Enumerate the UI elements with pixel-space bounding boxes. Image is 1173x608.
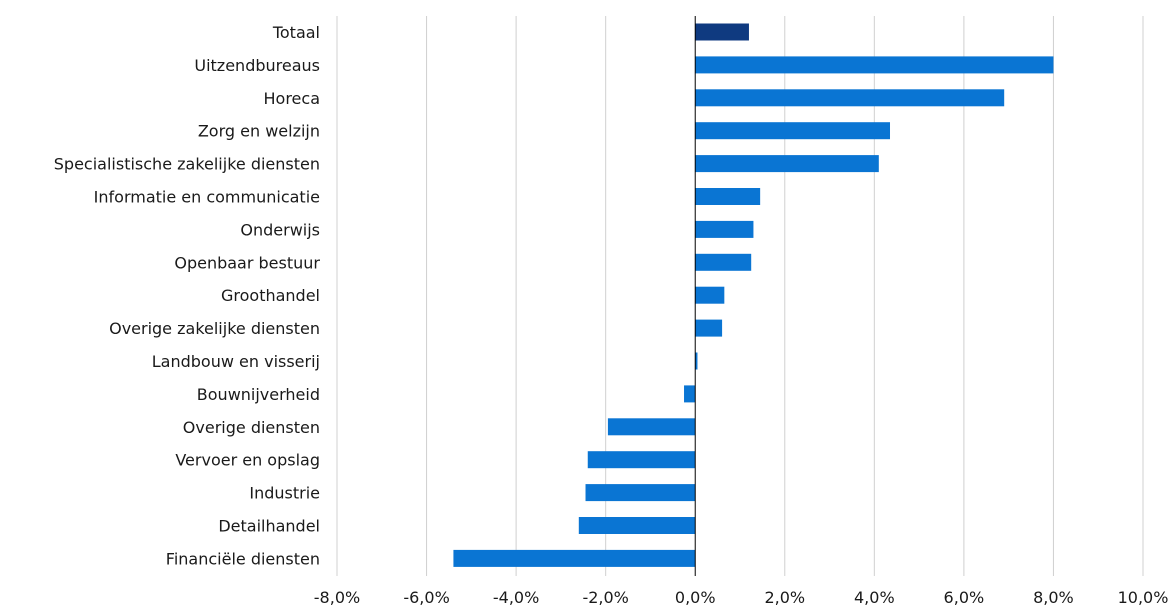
category-label: Overige diensten: [183, 418, 320, 437]
category-label: Bouwnijverheid: [197, 385, 320, 404]
x-axis-tick-labels: -8,0% -6,0% -4,0% -2,0% 0,0% 2,0% 4,0% 6,0% 8,0%…: [314, 588, 1169, 607]
bar: [585, 484, 696, 502]
x-tick-label: 0,0%: [675, 588, 716, 607]
bar: [695, 253, 752, 271]
category-label: Groothandel: [221, 286, 320, 305]
x-tick-label: 4,0%: [854, 588, 895, 607]
category-label: Informatie en communicatie: [94, 188, 320, 207]
bar: [695, 89, 1005, 107]
bar: [578, 517, 696, 534]
x-tick-label: -4,0%: [493, 588, 539, 607]
category-label: Landbouw en visserij: [152, 352, 320, 371]
category-label: Financiële diensten: [166, 549, 320, 568]
bar: [695, 319, 723, 337]
x-tick-label: -6,0%: [403, 588, 449, 607]
bar: [695, 286, 725, 304]
bar: [695, 188, 761, 205]
bar: [695, 220, 754, 238]
category-label: Horeca: [264, 89, 321, 108]
category-label: Vervoer en opslag: [175, 451, 320, 470]
category-label: Onderwijs: [240, 220, 320, 239]
category-label: Detailhandel: [218, 517, 320, 536]
bar: [695, 122, 891, 140]
x-tick-label: -2,0%: [582, 588, 628, 607]
bar: [695, 352, 698, 370]
x-tick-label: 6,0%: [944, 588, 985, 607]
bar: [607, 418, 696, 436]
bar: [684, 385, 696, 403]
x-tick-label: 10,0%: [1118, 588, 1169, 607]
category-label: Uitzendbureaus: [194, 56, 320, 75]
category-label: Openbaar bestuur: [174, 253, 320, 272]
category-label: Specialistische zakelijke diensten: [54, 155, 320, 174]
category-label: Industrie: [249, 484, 320, 503]
category-label: Overige zakelijke diensten: [109, 319, 320, 338]
bar: [453, 549, 696, 567]
bar: [695, 155, 879, 173]
bar: [695, 23, 749, 41]
bar: [587, 451, 696, 469]
grid-lines: [336, 16, 1144, 576]
bars-group: [453, 23, 1054, 567]
category-labels: Totaal Uitzendbureaus Horeca Zorg en welzij…: [54, 23, 321, 568]
category-label: Zorg en welzijn: [198, 122, 320, 141]
x-tick-label: -8,0%: [314, 588, 360, 607]
x-tick-label: 8,0%: [1033, 588, 1074, 607]
bar: [695, 56, 1054, 74]
category-label: Totaal: [272, 23, 320, 42]
x-tick-label: 2,0%: [764, 588, 805, 607]
